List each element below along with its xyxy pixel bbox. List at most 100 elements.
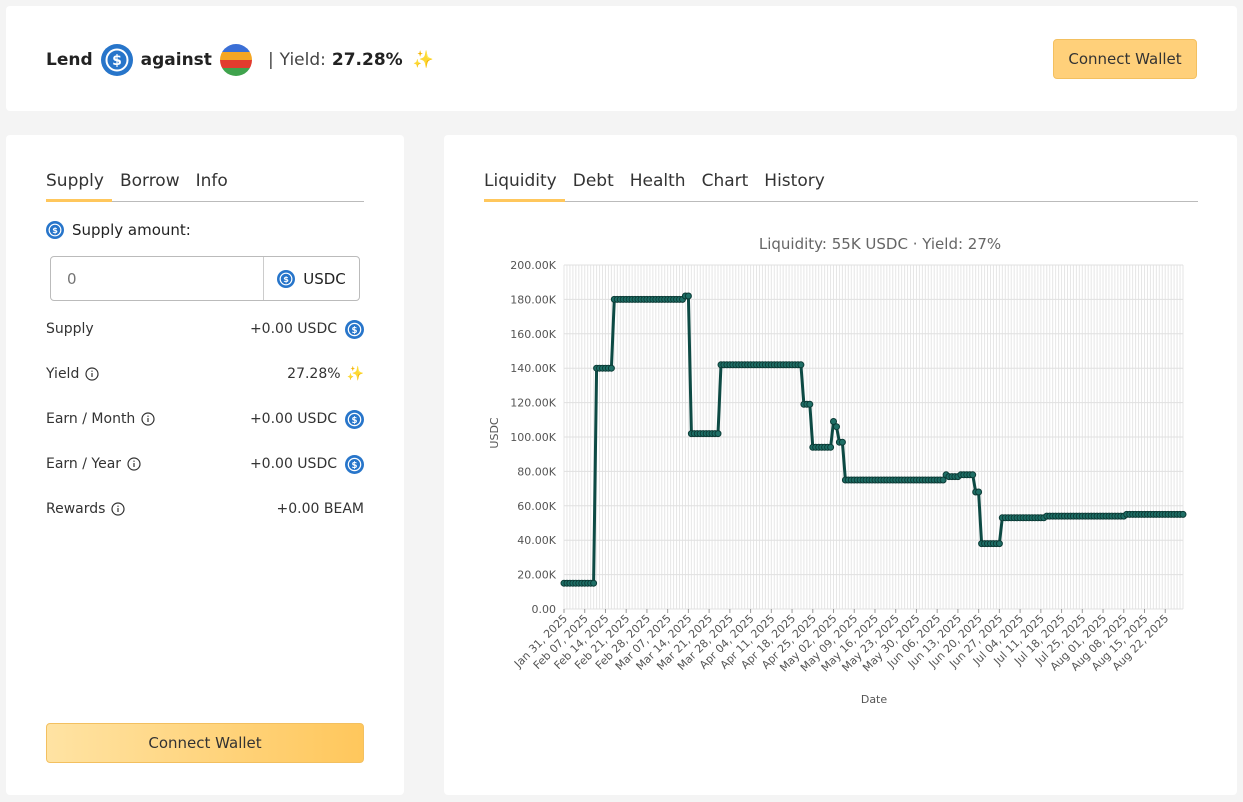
- market-details-panel: Liquidity Debt Health Chart History Liqu…: [444, 135, 1237, 795]
- title-separator: |: [267, 50, 274, 70]
- row-label: Rewards: [46, 501, 106, 517]
- row-value: +0.00 USDC: [249, 321, 337, 337]
- chart-title: Liquidity: 55K USDC · Yield: 27%: [759, 235, 1001, 253]
- data-point: [838, 438, 846, 446]
- supply-amount-label: $ Supply amount:: [46, 221, 191, 239]
- yield-label: Yield:: [279, 50, 326, 70]
- tab-chart[interactable]: Chart: [701, 171, 749, 191]
- earn-year-row: Earn / Year +0.00 USDC $: [46, 453, 364, 475]
- data-point: [995, 540, 1003, 548]
- tab-health[interactable]: Health: [629, 171, 686, 191]
- usdc-icon: $: [46, 221, 64, 239]
- tab-info[interactable]: Info: [195, 171, 228, 191]
- y-axis: 0.00 20.00K 40.00K 60.00K 80.00K 100.00K 120.0…: [510, 259, 556, 616]
- against-label: against: [140, 50, 212, 70]
- yield-value: 27.28%: [331, 50, 403, 70]
- action-panel: Supply Borrow Info $ Supply amount: $ US…: [6, 135, 404, 795]
- row-value-wrap: +0.00 USDC $: [249, 454, 364, 474]
- header-bar: Lend $ against | Yield: 27.28% ✨ Connect…: [6, 6, 1237, 111]
- data-point: [590, 579, 598, 587]
- row-value: +0.00 USDC: [249, 411, 337, 427]
- data-point: [607, 364, 615, 372]
- row-value-wrap: +0.00 BEAM: [277, 501, 364, 517]
- sparkles-icon: ✨: [412, 50, 434, 70]
- yield-row: Yield 27.28% ✨: [46, 363, 364, 385]
- info-icon[interactable]: [127, 457, 141, 471]
- row-label-wrap: Rewards: [46, 501, 126, 517]
- row-value: +0.00 BEAM: [276, 501, 364, 517]
- row-value: 27.28%: [287, 366, 341, 382]
- tab-borrow[interactable]: Borrow: [119, 171, 180, 191]
- y-tick-label: 20.00K: [517, 569, 556, 582]
- tab-supply[interactable]: Supply: [46, 171, 112, 202]
- y-tick-label: 100.00K: [510, 431, 556, 444]
- tab-liquidity[interactable]: Liquidity: [484, 171, 565, 202]
- market-title: Lend $ against | Yield: 27.28% ✨: [46, 44, 434, 76]
- usdc-icon: $: [277, 269, 296, 288]
- row-label: Earn / Month: [46, 411, 136, 427]
- data-point: [827, 443, 835, 451]
- data-point: [830, 418, 837, 425]
- svg-text:$: $: [352, 460, 358, 470]
- lend-label: Lend: [46, 50, 93, 70]
- action-tabs: Supply Borrow Info: [46, 171, 364, 202]
- sparkles-icon: ✨: [346, 366, 364, 382]
- tab-debt[interactable]: Debt: [572, 171, 614, 191]
- data-point: [939, 476, 947, 484]
- row-value-wrap: +0.00 USDC $: [249, 409, 364, 429]
- supply-amount-input[interactable]: [51, 257, 263, 300]
- usdc-icon: $: [345, 409, 364, 429]
- x-axis-label: Date: [861, 693, 888, 706]
- row-value-wrap: 27.28% ✨: [287, 366, 364, 382]
- y-tick-label: 180.00K: [510, 293, 556, 306]
- supply-amount-text: Supply amount:: [72, 221, 191, 239]
- y-axis-label: USDC: [488, 417, 501, 449]
- tab-history[interactable]: History: [764, 171, 825, 191]
- info-icon[interactable]: [85, 367, 99, 381]
- data-point: [684, 292, 692, 300]
- data-point: [797, 361, 805, 369]
- info-icon[interactable]: [141, 412, 155, 426]
- connect-wallet-button[interactable]: Connect Wallet: [46, 723, 364, 763]
- svg-text:$: $: [52, 225, 58, 235]
- row-value: +0.00 USDC: [249, 456, 337, 472]
- data-point: [806, 400, 814, 408]
- y-tick-label: 200.00K: [510, 259, 556, 272]
- liquidity-chart: Liquidity: 55K USDC · Yield: 27% 0.00 20.…: [488, 235, 1187, 706]
- row-label-wrap: Earn / Month: [46, 411, 155, 427]
- supply-amount-field: $ USDC: [50, 256, 360, 301]
- earn-month-row: Earn / Month +0.00 USDC $: [46, 408, 364, 430]
- data-point: [1179, 510, 1187, 518]
- currency-label: USDC: [303, 269, 346, 288]
- y-tick-label: 80.00K: [517, 465, 556, 478]
- chart-series: [560, 292, 1187, 587]
- y-tick-label: 140.00K: [510, 362, 556, 375]
- details-tabs: Liquidity Debt Health Chart History: [484, 171, 1198, 202]
- row-label-wrap: Yield: [46, 366, 99, 382]
- row-label: Supply: [46, 321, 94, 337]
- y-tick-label: 120.00K: [510, 397, 556, 410]
- svg-text:$: $: [283, 274, 289, 284]
- usdc-icon: $: [100, 44, 133, 76]
- data-point: [833, 423, 840, 431]
- usdc-icon: $: [345, 454, 364, 474]
- usdc-icon: $: [345, 319, 364, 339]
- svg-text:$: $: [352, 325, 358, 335]
- row-label: Yield: [46, 366, 80, 382]
- row-value-wrap: +0.00 USDC $: [249, 319, 364, 339]
- connect-wallet-button[interactable]: Connect Wallet: [1053, 39, 1197, 79]
- svg-text:$: $: [112, 53, 122, 69]
- collateral-token-icon: [219, 44, 252, 76]
- supply-row: Supply +0.00 USDC $: [46, 318, 364, 340]
- currency-selector: $ USDC: [263, 257, 359, 300]
- y-tick-label: 160.00K: [510, 328, 556, 341]
- row-label: Earn / Year: [46, 456, 122, 472]
- svg-text:$: $: [352, 415, 358, 425]
- y-tick-label: 40.00K: [517, 534, 556, 547]
- chart-grid: [563, 264, 1184, 610]
- info-icon[interactable]: [111, 502, 126, 516]
- data-point: [975, 488, 983, 496]
- data-point: [969, 471, 977, 479]
- y-tick-label: 60.00K: [517, 500, 556, 513]
